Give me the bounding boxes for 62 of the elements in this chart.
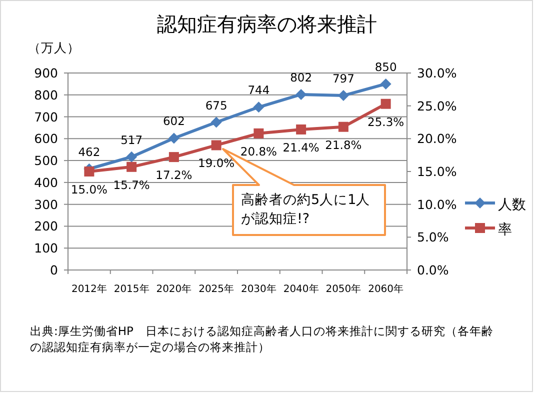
- point: [210, 116, 222, 128]
- y2-tick-label: 10.0%: [417, 196, 457, 212]
- x-tick-label: 2025年: [198, 283, 234, 295]
- y-tick-label: 100: [34, 240, 58, 256]
- data-label: 15.7%: [113, 178, 150, 192]
- x-tick-label: 2020年: [156, 283, 192, 295]
- annotation: 高齢者の約5人に1人が認知症!?: [241, 192, 370, 227]
- data-label: 19.0%: [198, 156, 235, 170]
- y-tick-label: 300: [34, 196, 58, 212]
- point: [338, 122, 348, 132]
- point: [296, 124, 306, 134]
- y-tick-label: 700: [34, 109, 58, 124]
- x-tick-label: 2015年: [114, 283, 150, 295]
- y-tick-label: 800: [34, 87, 58, 102]
- y-axis-title: （万人）: [28, 40, 80, 55]
- x-tick-label: 2030年: [240, 283, 276, 295]
- data-label: 20.8%: [240, 144, 278, 158]
- data-label: 675: [205, 98, 228, 112]
- data-label: 602: [162, 114, 185, 128]
- data-label: 15.0%: [70, 182, 108, 196]
- x-tick-label: 2040年: [283, 283, 319, 295]
- data-label: 517: [120, 132, 143, 147]
- point: [338, 90, 349, 102]
- point: [211, 140, 222, 150]
- point: [126, 162, 137, 172]
- y-tick-label: 900: [34, 66, 58, 80]
- y-tick-label: 400: [34, 174, 58, 190]
- chart-title: 認知症有病率の将来推計: [157, 12, 377, 36]
- point: [84, 166, 94, 176]
- point: [253, 102, 264, 113]
- y2-tick-label: 25.0%: [417, 98, 457, 114]
- point: [380, 78, 392, 90]
- source-note: 出典:厚生労働省HP 日本における認知症高齢者人口の将来推計に関する研究（各年齢の認認知症有病率が一定の場合の将来推計）: [30, 324, 494, 354]
- data-label: 850: [374, 60, 397, 74]
- data-label: 744: [248, 83, 270, 98]
- y-tick-label: 200: [34, 218, 58, 234]
- y-tick-label: 0: [50, 262, 58, 278]
- y2-tick-label: 30.0%: [417, 66, 457, 80]
- point: [168, 132, 180, 144]
- y2-tick-label: 20.0%: [417, 131, 457, 146]
- legend-label: 率: [498, 222, 512, 238]
- y-tick-label: 500: [34, 153, 58, 168]
- y-tick-label: 600: [34, 131, 58, 146]
- data-label: 21.4%: [282, 140, 320, 154]
- point: [380, 98, 391, 109]
- legend-label: 人数: [498, 197, 526, 213]
- y2-tick-label: 15.0%: [417, 164, 457, 179]
- data-label: 21.8%: [325, 138, 362, 152]
- point: [168, 152, 179, 162]
- y2-tick-label: 5.0%: [417, 230, 449, 245]
- x-tick-label: 2060年: [368, 283, 404, 295]
- point: [126, 151, 138, 162]
- data-label: 17.2%: [156, 168, 192, 182]
- x-tick-label: 2012年: [71, 283, 107, 295]
- x-tick-label: 2050年: [326, 283, 362, 295]
- point: [296, 88, 307, 100]
- point: [254, 128, 264, 138]
- data-label: 462: [78, 144, 100, 159]
- data-label: 802: [290, 70, 312, 84]
- data-label: 25.3%: [368, 114, 404, 129]
- y2-tick-label: 0.0%: [417, 262, 449, 278]
- data-label: 797: [332, 72, 354, 86]
